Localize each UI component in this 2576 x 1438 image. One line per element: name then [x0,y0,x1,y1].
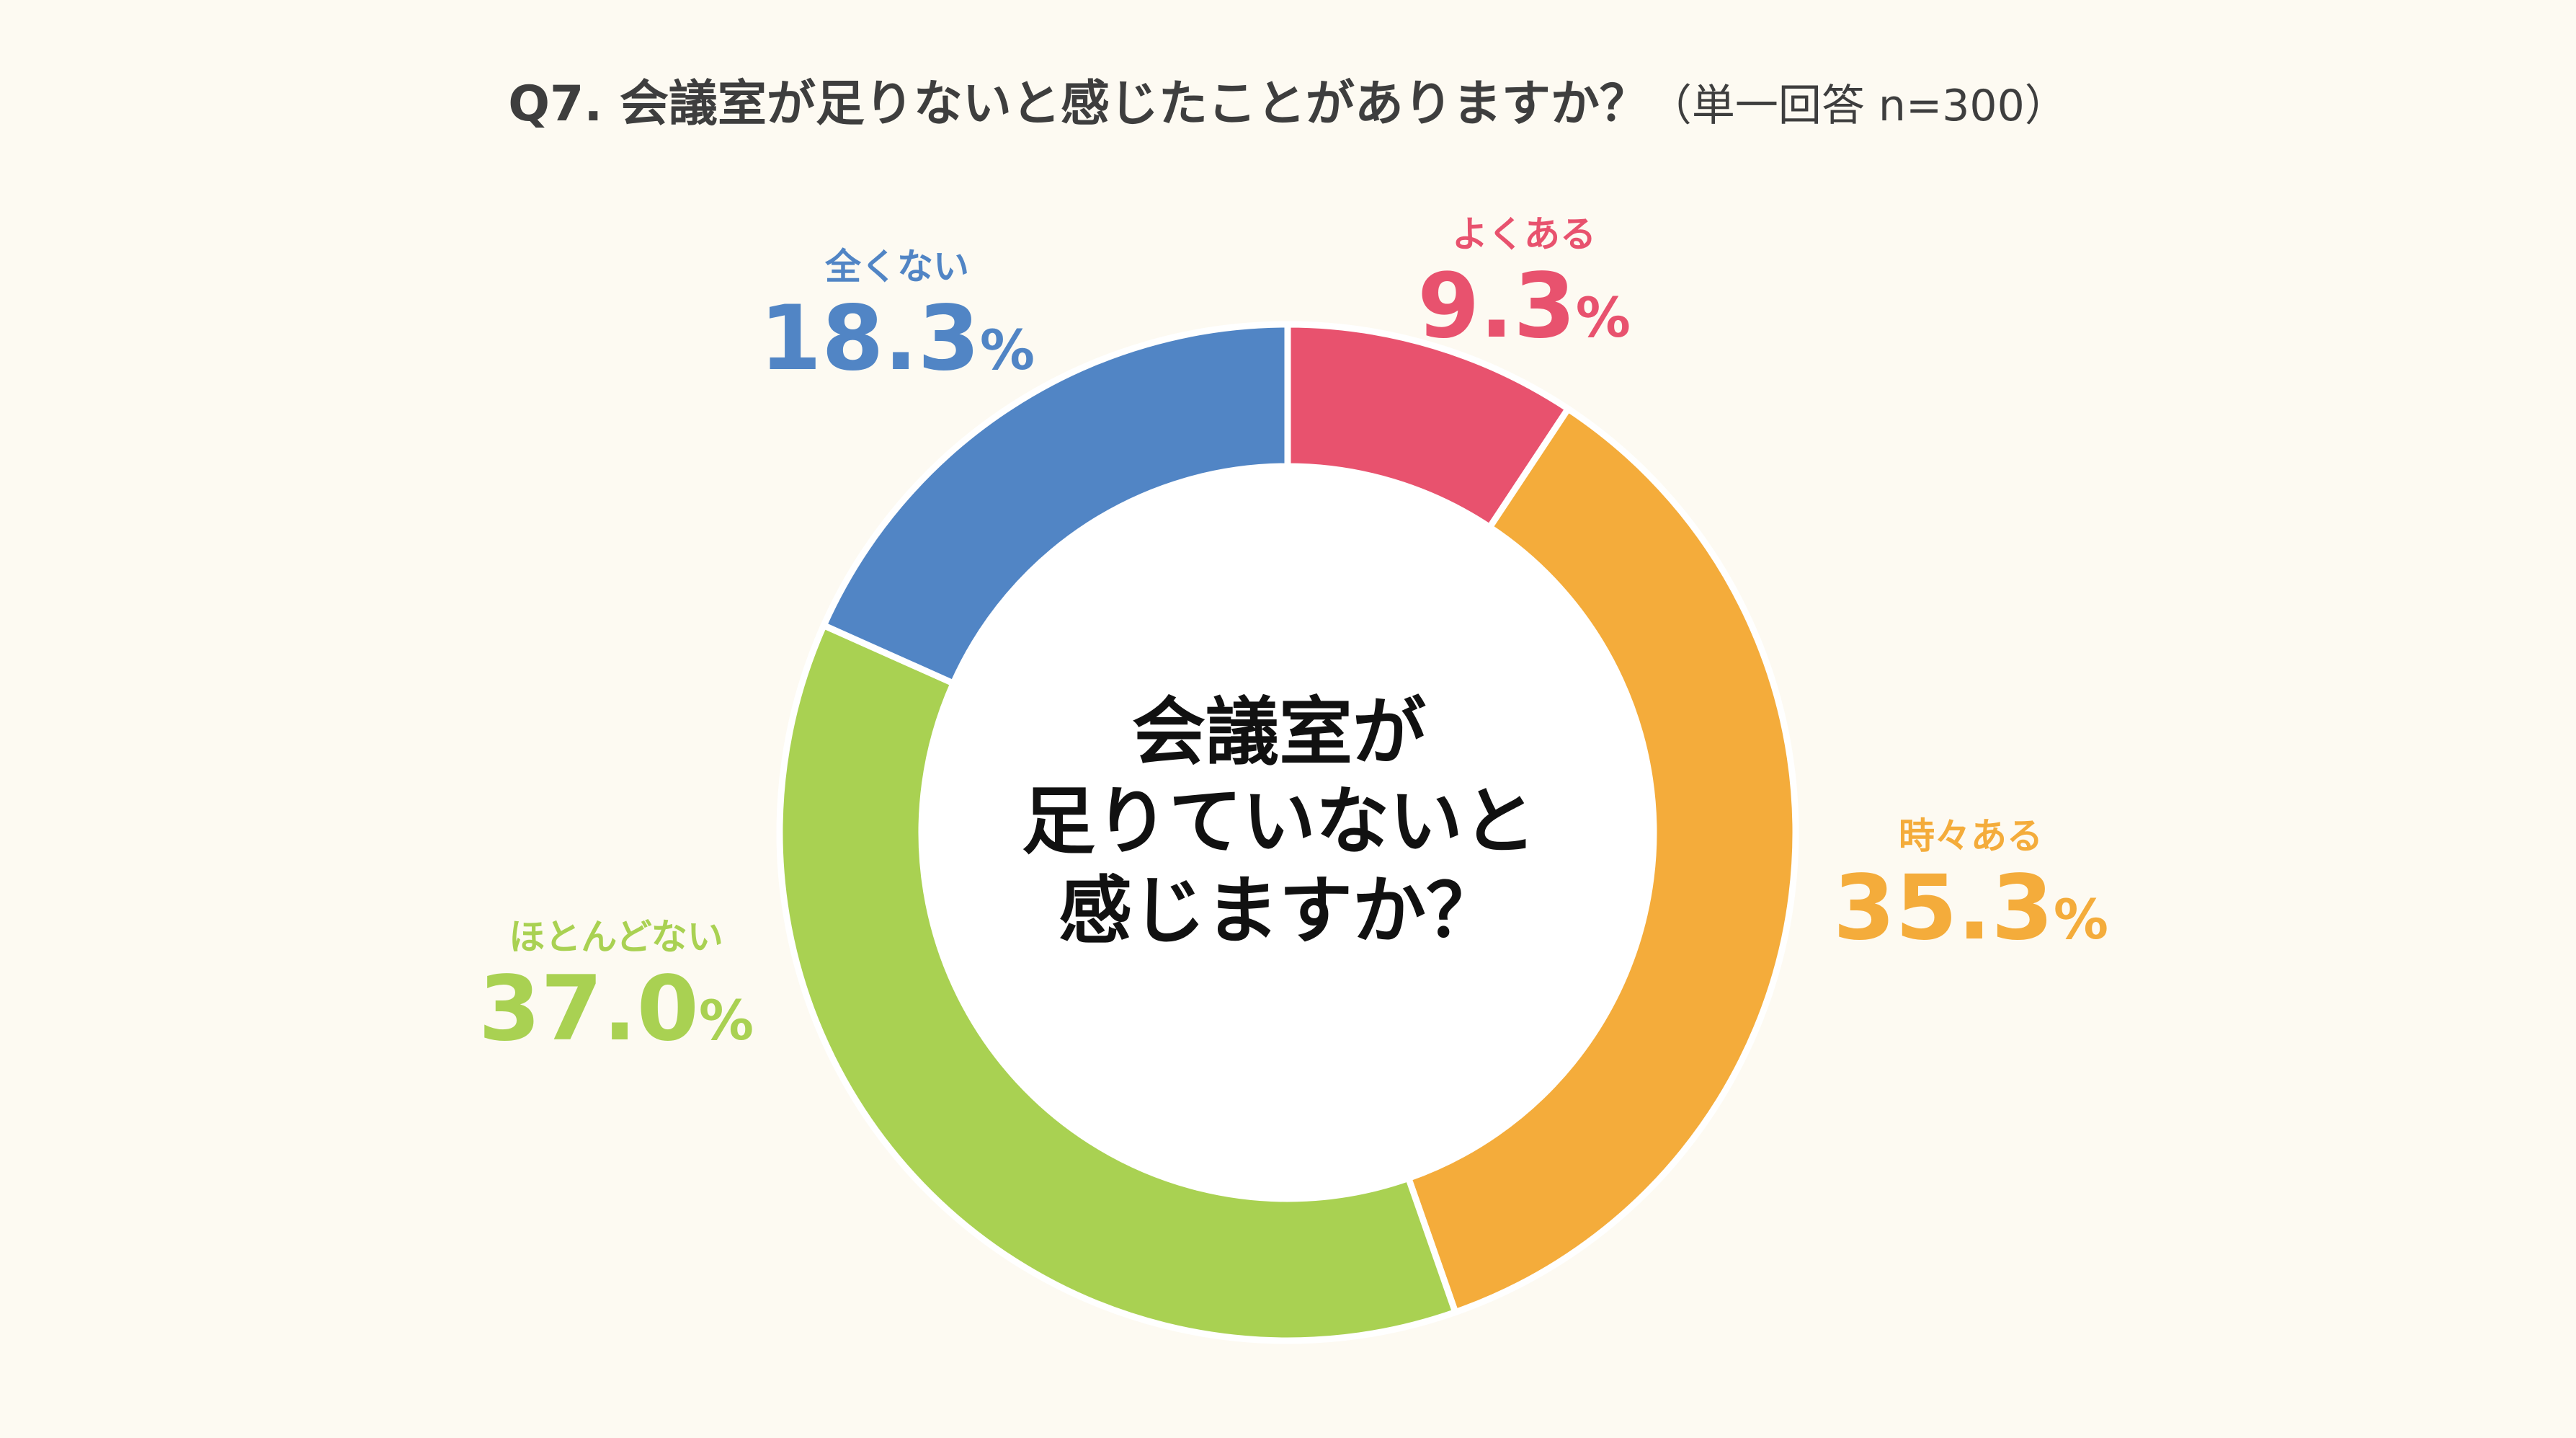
slice-label-yoku-aru: よくある 9.3% [1272,209,1776,380]
slice-name: ほとんどない [509,916,723,958]
slice-name: よくある [1452,213,1596,255]
slice-value: 18.3% [759,287,1035,391]
slice-value: 37.0% [478,957,754,1061]
slice-value: 9.3% [1417,254,1631,358]
slice-value: 35.3% [1832,856,2109,960]
slice-label-tokidoki-aru: 時々ある 35.3% [1719,811,2223,982]
chart-title: Q7. 会議室が足りないと感じたことがありますか？（単一回答 n=300） [0,72,2576,138]
slice-name: 時々ある [1899,815,2043,857]
donut-hole [923,468,1652,1197]
center-caption-line-3: 感じますか？ [1059,869,1499,954]
donut-slice-2 [776,621,1460,1344]
center-caption-line-1: 会議室が [1132,690,1426,776]
donut-slice-3 [819,321,1291,688]
slice-label-hotondo-nai: ほとんどない 37.0% [364,912,868,1083]
slice-name: 全くない [825,246,969,288]
center-caption-line-2: 足りていないと [1022,779,1536,865]
donut-slice-1 [1404,404,1799,1317]
chart-title-sub: （単一回答 n=300） [1648,81,2068,131]
slice-label-mattaku-nai: 全くない 18.3% [645,241,1149,412]
chart-title-main: Q7. 会議室が足りないと感じたことがありますか？ [508,76,1649,133]
center-caption: 会議室が 足りていないと 感じますか？ [919,688,1639,957]
